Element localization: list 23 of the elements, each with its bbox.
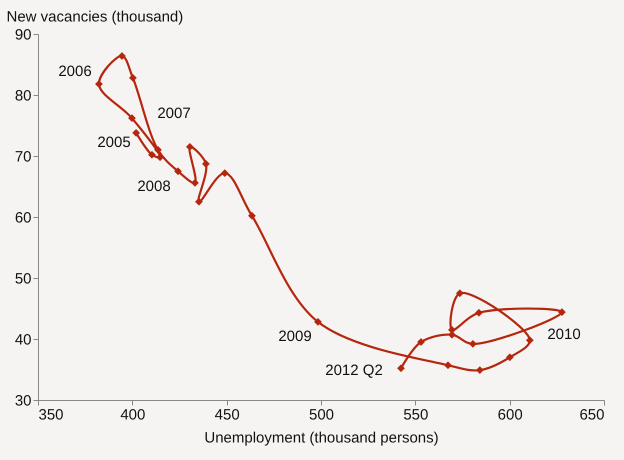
y-tick-label: 30	[14, 392, 32, 410]
x-tick-label: 400	[120, 406, 146, 424]
annotation: 2009	[278, 328, 312, 345]
annotation: 2008	[137, 178, 171, 195]
x-tick-label: 550	[403, 406, 428, 424]
y-tick-label: 40	[14, 332, 32, 348]
annotation: 2012 Q2	[325, 362, 383, 379]
annotation: 2006	[58, 63, 92, 80]
y-axis-title: New vacancies (thousand)	[6, 8, 184, 26]
annotation: 2005	[97, 134, 131, 151]
y-tick-label: 90	[14, 26, 32, 44]
x-tick-label: 600	[498, 406, 523, 424]
y-tick-label: 60	[14, 210, 32, 226]
annotation: 2007	[157, 105, 191, 122]
x-tick-label: 450	[214, 406, 240, 424]
y-tick-label: 70	[14, 148, 32, 166]
x-tick-label: 350	[38, 406, 64, 424]
x-tick-label: 650	[579, 406, 604, 424]
x-tick-label: 500	[308, 406, 334, 424]
y-tick-label: 50	[14, 270, 32, 288]
annotation: 2010	[547, 326, 581, 343]
y-tick-label: 80	[14, 88, 32, 104]
x-axis-title: Unemployment (thousand persons)	[204, 430, 439, 446]
